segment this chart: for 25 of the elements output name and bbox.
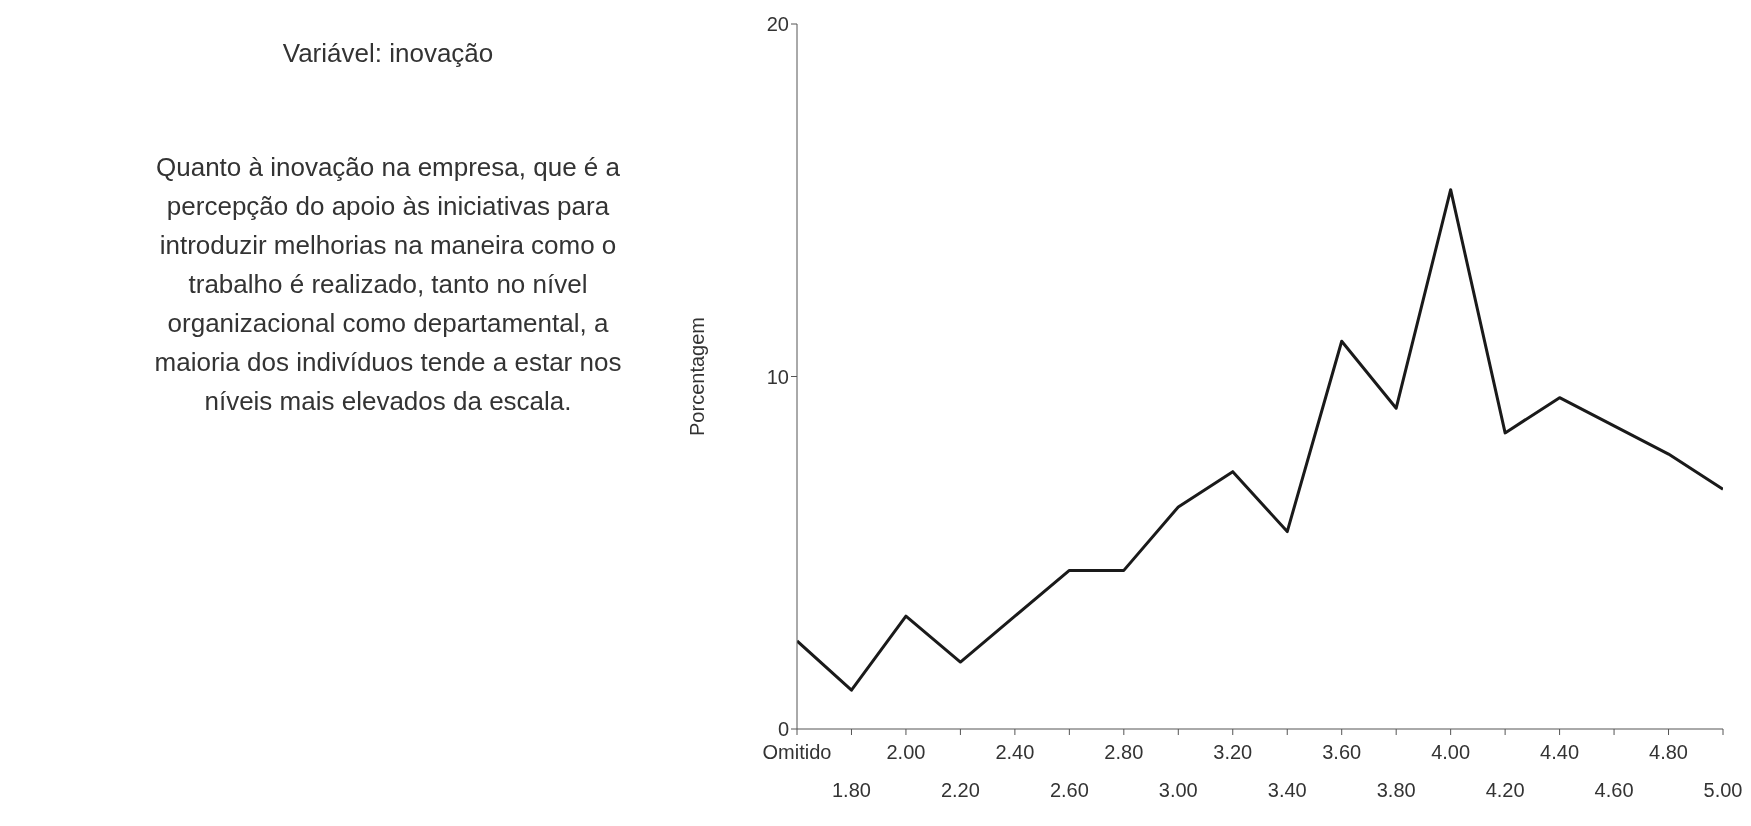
y-axis-title: Porcentagem (686, 317, 709, 436)
y-tick-label: 20 (766, 13, 789, 36)
x-tick-label: 2.00 (886, 741, 926, 763)
x-tick-label: 4.60 (1594, 779, 1634, 801)
x-tick-label: 3.80 (1376, 779, 1416, 801)
x-tick-label: 4.00 (1431, 741, 1471, 763)
text: Quanto à inovação na empresa, que é a percepção do apoio às iniciativas para introduzir melhorias na maneira como o trabalho é realizado, tanto no nível organizacional como departamental, a maioria dos indivíduos tende a estar nos níveis mais elevados da escala. (153, 151, 623, 418)
x-tick-label: 2.80 (1104, 741, 1144, 763)
x-tick-label: 3.20 (1213, 741, 1253, 763)
x-tick-label: 4.80 (1649, 741, 1688, 763)
line-series (797, 188, 1723, 692)
x-tick-label: 2.20 (940, 779, 980, 801)
text: Variável: inovação (281, 38, 495, 69)
x-tick-label: 3.40 (1267, 779, 1307, 801)
x-tick-label: 1.80 (832, 779, 871, 801)
x-tick-label: 4.40 (1540, 741, 1580, 763)
x-tick-label: Omitido (762, 741, 832, 763)
x-tick-label: 2.60 (1049, 779, 1089, 801)
x-tick-label: 4.20 (1485, 779, 1525, 801)
x-tick-label: 5.00 (1703, 779, 1743, 801)
x-tick-label: 2.40 (995, 741, 1035, 763)
x-tick-label: 3.00 (1158, 779, 1198, 801)
x-tick-label: 3.60 (1322, 741, 1362, 763)
y-tick-label: 10 (766, 365, 789, 388)
y-tick-label: 0 (777, 718, 789, 741)
